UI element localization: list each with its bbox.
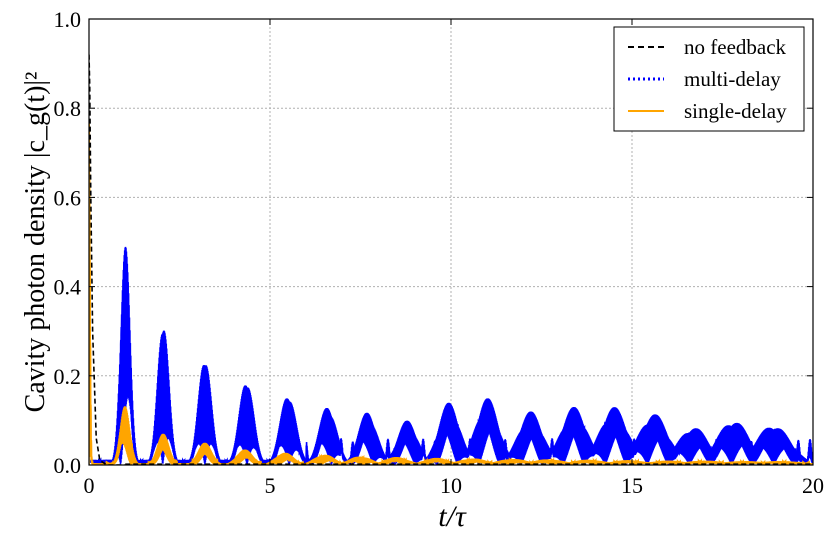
y-tick-label: 0.2 bbox=[54, 364, 82, 389]
y-tick-label: 0.8 bbox=[54, 96, 82, 121]
legend-label-no-feedback: no feedback bbox=[684, 35, 787, 59]
series-multi-delay bbox=[90, 246, 813, 465]
x-tick-label: 15 bbox=[621, 473, 643, 498]
series-no-feedback bbox=[89, 54, 126, 465]
x-tick-label: 10 bbox=[440, 473, 462, 498]
y-axis-label: Cavity photon density |c_g(t)|² bbox=[20, 72, 51, 413]
legend-label-single-delay: single-delay bbox=[684, 99, 787, 123]
tick-labels: 0 5 10 15 20 0.0 0.2 0.4 0.6 0.8 1.0 bbox=[54, 7, 825, 498]
y-tick-label: 1.0 bbox=[54, 7, 82, 32]
y-tick-label: 0.4 bbox=[54, 275, 82, 300]
x-tick-label: 20 bbox=[802, 473, 824, 498]
legend-label-multi-delay: multi-delay bbox=[684, 67, 781, 91]
y-tick-label: 0.0 bbox=[54, 453, 82, 478]
x-tick-label: 5 bbox=[265, 473, 276, 498]
legend-box bbox=[613, 26, 805, 132]
legend: no feedback multi-delay single-delay bbox=[613, 26, 805, 132]
axis-ticks bbox=[88, 18, 814, 466]
x-axis-label: t/τ bbox=[438, 500, 467, 533]
grid-lines bbox=[89, 19, 813, 465]
x-tick-label: 0 bbox=[84, 473, 95, 498]
y-tick-label: 0.6 bbox=[54, 185, 82, 210]
